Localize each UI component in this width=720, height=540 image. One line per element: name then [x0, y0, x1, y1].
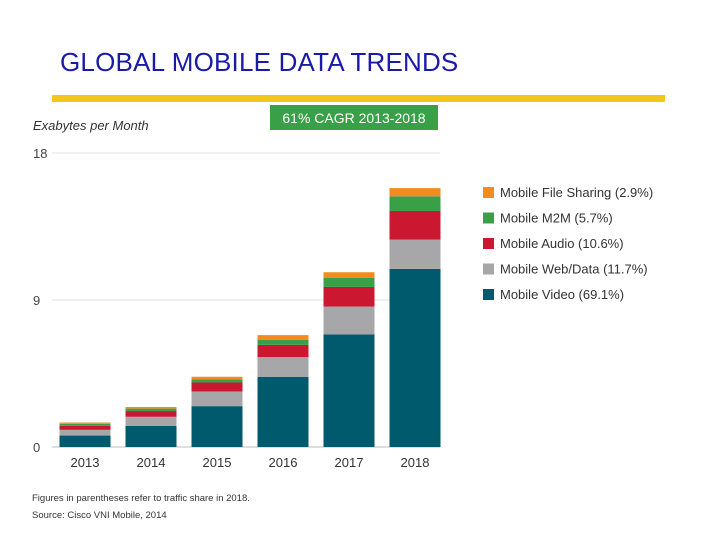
- bar-segment: [323, 306, 375, 335]
- bar-segment: [257, 335, 309, 341]
- legend-label: Mobile Video (69.1%): [500, 287, 624, 302]
- legend: Mobile File Sharing (2.9%) Mobile M2M (5.…: [483, 185, 653, 302]
- bar-segment: [191, 406, 243, 447]
- x-tick-label: 2016: [269, 455, 298, 470]
- bar-segment: [323, 286, 375, 307]
- y-axis-title: Exabytes per Month: [33, 118, 149, 133]
- bar-segment: [257, 340, 309, 345]
- legend-label: Mobile File Sharing (2.9%): [500, 185, 653, 200]
- bar-segment: [191, 382, 243, 392]
- bar-segment: [257, 376, 309, 447]
- legend-label: Mobile M2M (5.7%): [500, 211, 613, 226]
- bar-segment: [389, 268, 441, 447]
- legend-swatch: [483, 187, 494, 198]
- title-underline: [52, 95, 665, 102]
- footnote-source: Source: Cisco VNI Mobile, 2014: [32, 510, 167, 521]
- bar-segment: [125, 408, 177, 412]
- bar-segment: [59, 423, 111, 426]
- x-tick-label: 2014: [137, 455, 166, 470]
- bar-segment: [191, 391, 243, 407]
- bar-segment: [59, 429, 111, 436]
- x-tick-label: 2015: [203, 455, 232, 470]
- bar-segment: [389, 239, 441, 269]
- grid-lines: [52, 152, 440, 448]
- bar-segment: [191, 379, 243, 383]
- cagr-badge-label: 61% CAGR 2013-2018: [282, 110, 425, 126]
- x-tick-label: 2013: [71, 455, 100, 470]
- footnote-share: Figures in parentheses refer to traffic …: [32, 493, 250, 504]
- bar-segment: [257, 357, 309, 377]
- bar-segment: [59, 435, 111, 447]
- legend-swatch: [483, 238, 494, 249]
- legend-label: Mobile Web/Data (11.7%): [500, 262, 648, 277]
- bar-segment: [125, 411, 177, 417]
- y-tick-label: 18: [33, 146, 47, 161]
- bar-segment: [125, 416, 177, 426]
- legend-swatch: [483, 263, 494, 275]
- slide-title: GLOBAL MOBILE DATA TRENDS: [60, 47, 459, 77]
- bar-segment: [191, 376, 243, 380]
- x-tick-label: 2017: [335, 455, 364, 470]
- bar-segment: [389, 210, 441, 240]
- y-tick-label: 9: [33, 293, 40, 308]
- bar-segment: [389, 196, 441, 211]
- bars: [59, 188, 441, 447]
- bar-segment: [257, 344, 309, 358]
- bar-segment: [323, 277, 375, 287]
- bar-segment: [323, 272, 375, 278]
- cagr-badge: 61% CAGR 2013-2018: [270, 105, 438, 130]
- bar-segment: [323, 334, 375, 447]
- cagr-badge-box: [270, 105, 438, 130]
- x-tick-label: 2018: [401, 455, 430, 470]
- bar-segment: [59, 425, 111, 430]
- bar-segment: [59, 422, 111, 424]
- bar-segment: [389, 188, 441, 197]
- y-tick-label: 0: [33, 440, 40, 455]
- legend-label: Mobile Audio (10.6%): [500, 236, 624, 251]
- legend-swatch: [483, 289, 494, 300]
- bar-segment: [125, 406, 177, 409]
- legend-swatch: [483, 212, 494, 224]
- axis-labels: Exabytes per Month 0 9 18 2013 2014 2015 2016 20…: [33, 118, 429, 470]
- bar-segment: [125, 425, 177, 447]
